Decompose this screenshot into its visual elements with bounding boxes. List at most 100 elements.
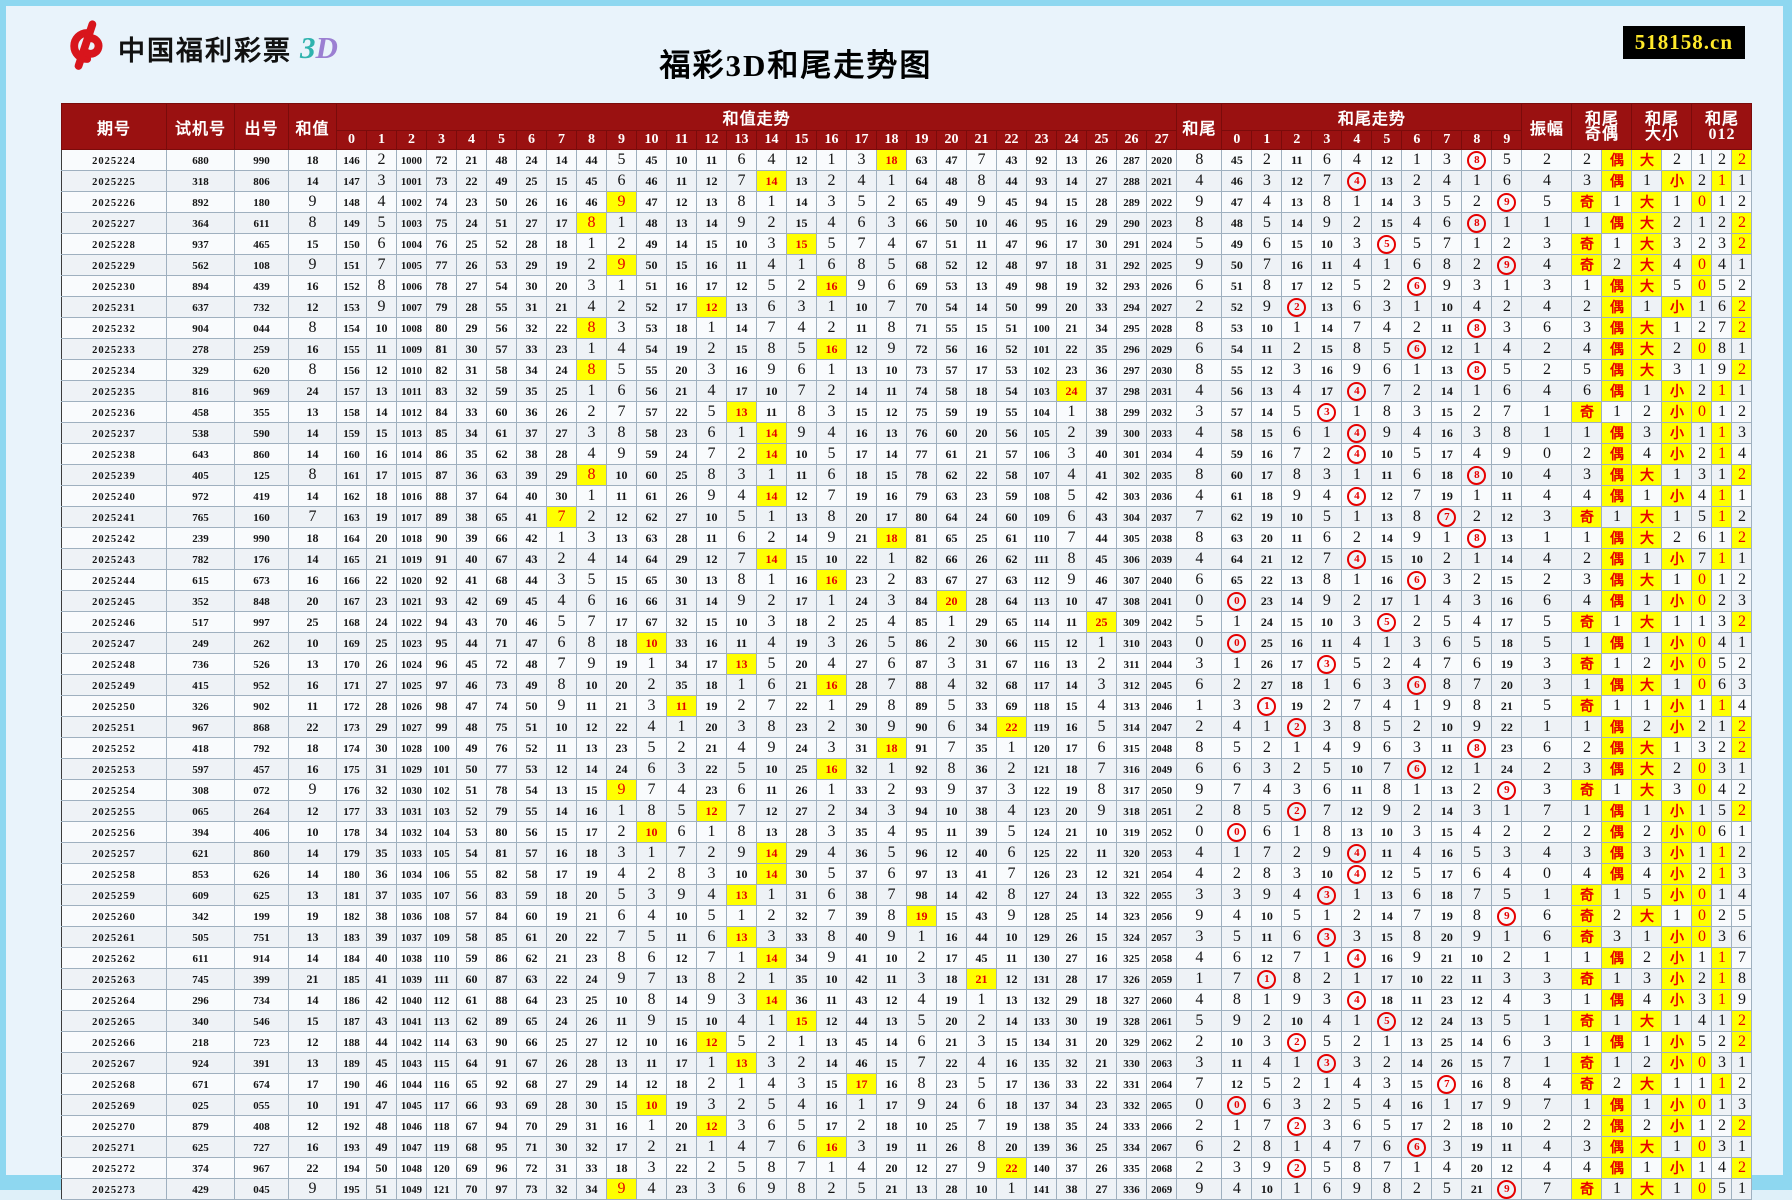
cell-sum-trend-27: 2058 (1145, 947, 1178, 969)
cell-sum-trend-5: 63 (486, 464, 517, 486)
cell-sum-trend-21: 3 (966, 1031, 997, 1053)
cell-sum-trend-26: 304 (1116, 506, 1147, 528)
cell-sum-trend-1: 21 (366, 548, 397, 570)
cell-test-number: 745 (166, 968, 235, 990)
cell-sum-trend-1: 30 (366, 737, 397, 759)
cell-even: 偶 (1601, 485, 1633, 507)
cell-sum-trend-21: 5 (966, 1073, 997, 1095)
cell-tail-trend-2: 11 (1281, 149, 1313, 171)
cell-tail-trend-4: 3 (1341, 926, 1373, 948)
cell-odd: 2 (1571, 1115, 1603, 1137)
cell-even: 1 (1601, 1178, 1633, 1200)
cell-tail-trend-4: 6 (1341, 674, 1373, 696)
cell-012-1: 4 (1711, 632, 1733, 654)
cell-big: 1 (1631, 170, 1663, 192)
cell-test-number: 065 (166, 800, 235, 822)
cell-sum: 18 (288, 149, 337, 171)
cell-tail-trend-8: 8 (1461, 212, 1493, 234)
cell-tail: 2 (1176, 1031, 1223, 1053)
cell-small: 2 (1661, 758, 1693, 780)
cell-tail-trend-8: 2 (1461, 401, 1493, 423)
cell-tail-trend-9: 12 (1491, 506, 1523, 528)
cell-tail-trend-2: 1 (1281, 1052, 1313, 1074)
cell-sum-trend-5: 56 (486, 317, 517, 339)
cell-sum-trend-26: 320 (1116, 842, 1147, 864)
cell-sum-trend-7: 11 (546, 737, 577, 759)
cell-sum-trend-9: 13 (606, 1052, 637, 1074)
cell-sum-trend-6: 40 (516, 485, 547, 507)
cell-tail-trend-9: 9 (1491, 443, 1523, 465)
cell-sum-trend-19: 89 (906, 695, 937, 717)
cell-sum-trend-18: 12 (876, 401, 907, 423)
cell-tail-trend-2: 3 (1281, 359, 1313, 381)
cell-even: 偶 (1601, 989, 1633, 1011)
cell-sum: 15 (288, 1010, 337, 1032)
cell-tail-trend-3: 3 (1311, 401, 1343, 423)
cell-sum-trend-8: 4 (576, 548, 607, 570)
cell-sum-trend-11: 26 (666, 485, 697, 507)
cell-tail-trend-1: 13 (1251, 380, 1283, 402)
cell-sum-trend-13: 6 (726, 527, 757, 549)
cell-sum-trend-14: 3 (756, 1052, 787, 1074)
cell-012-2: 2 (1731, 800, 1753, 822)
cell-sum-trend-13: 8 (726, 821, 757, 843)
cell-odd: 1 (1571, 632, 1603, 654)
cell-sum-trend-6: 55 (516, 800, 547, 822)
cell-tail-trend-9: 2 (1491, 821, 1523, 843)
cell-012-2: 1 (1731, 548, 1753, 570)
cell-sum-trend-17: 36 (846, 842, 877, 864)
cell-sum-trend-27: 2069 (1145, 1178, 1178, 1200)
cell-012-2: 9 (1731, 989, 1753, 1011)
cell-sum-trend-25: 35 (1086, 338, 1117, 360)
site-badge[interactable]: 518158.cn (1622, 26, 1745, 59)
cell-tail: 8 (1176, 359, 1223, 381)
cell-sum-trend-27: 2027 (1145, 296, 1178, 318)
cell-tail-trend-1: 6 (1251, 233, 1283, 255)
cell-sum-trend-20: 19 (936, 989, 967, 1011)
cell-sum-trend-15: 14 (786, 527, 817, 549)
cell-tail-trend-3: 17 (1311, 380, 1343, 402)
cell-sum-trend-7: 22 (546, 317, 577, 339)
cell-sum-trend-4: 56 (456, 884, 487, 906)
cell-sum-trend-3: 74 (426, 191, 457, 213)
cell-sum-trend-26: 322 (1116, 884, 1147, 906)
cell-sum-trend-12: 12 (696, 1115, 727, 1137)
cell-sum-trend-5: 89 (486, 1010, 517, 1032)
cell-sum-trend-26: 336 (1116, 1178, 1147, 1200)
cell-012-1: 1 (1711, 485, 1733, 507)
cell-sum-trend-18: 3 (876, 212, 907, 234)
cell-012-0: 2 (1691, 968, 1713, 990)
cell-sum-trend-6: 26 (516, 191, 547, 213)
cell-even: 偶 (1601, 1031, 1633, 1053)
cell-sum-trend-22: 43 (996, 149, 1027, 171)
cell-test-number: 904 (166, 317, 235, 339)
cell-sum-trend-9: 11 (606, 485, 637, 507)
cell-tail-trend-2: 1 (1281, 1136, 1313, 1158)
cell-tail-trend-3: 6 (1311, 149, 1343, 171)
cell-draw-number: 457 (234, 758, 289, 780)
cell-sum-trend-9: 9 (606, 191, 637, 213)
cell-even: 偶 (1601, 1157, 1633, 1179)
cell-big: 2 (1631, 947, 1663, 969)
cell-012-0: 0 (1691, 674, 1713, 696)
cell-tail-trend-4: 2 (1341, 905, 1373, 927)
cell-sum-trend-22: 63 (996, 569, 1027, 591)
cell-sum-trend-2: 1004 (396, 233, 427, 255)
cell-tail: 4 (1176, 842, 1223, 864)
cell-test-number: 249 (166, 632, 235, 654)
cell-sum-trend-14: 3 (756, 233, 787, 255)
cell-tail-trend-3: 2 (1311, 968, 1343, 990)
cell-big: 大 (1631, 338, 1663, 360)
cell-sum-trend-12: 1 (696, 1136, 727, 1158)
cell-small: 1 (1661, 1010, 1693, 1032)
cell-tail-trend-7: 10 (1431, 296, 1463, 318)
cell-tail-trend-8: 3 (1461, 422, 1493, 444)
cell-sum-trend-0: 152 (336, 275, 367, 297)
cell-sum: 8 (288, 212, 337, 234)
cell-tail-trend-4: 4 (1341, 548, 1373, 570)
cell-tail-trend-5: 13 (1371, 506, 1403, 528)
cell-sum-trend-20: 58 (936, 380, 967, 402)
cell-sum-trend-22: 2 (996, 758, 1027, 780)
cell-sum-trend-15: 31 (786, 884, 817, 906)
cell-sum-trend-9: 17 (606, 1136, 637, 1158)
